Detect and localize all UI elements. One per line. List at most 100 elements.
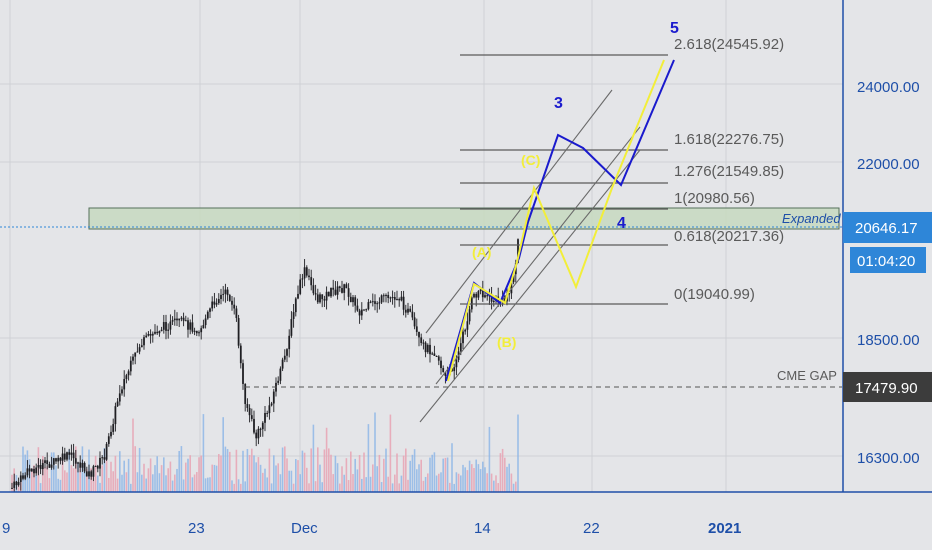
candlesticks (11, 238, 519, 494)
candle-body (187, 320, 189, 330)
candle-body (279, 368, 282, 381)
volume-bar (79, 467, 81, 492)
grid (0, 0, 843, 492)
candle-body (226, 289, 229, 296)
volume-bar (517, 414, 519, 492)
candle-body (341, 288, 343, 293)
candle-body (444, 372, 447, 376)
candle-body (301, 278, 304, 280)
volume-bar (378, 454, 381, 492)
volume-bar (262, 472, 264, 492)
volume-bar (68, 449, 70, 492)
candle-body (37, 465, 40, 468)
candle-body (396, 298, 398, 300)
volume-bar (202, 414, 205, 492)
volume-bar (290, 470, 293, 492)
volume-bar (147, 468, 150, 492)
candle-body (345, 284, 348, 289)
candle-body (149, 333, 152, 336)
volume-bar (237, 479, 240, 492)
candle-body (343, 284, 346, 293)
volume-bar (510, 473, 513, 492)
candle-body (433, 353, 436, 356)
candle-body (455, 359, 458, 368)
volume-bar (240, 483, 242, 492)
fib-label-0618: 0.618(20217.36) (674, 228, 784, 245)
candle-body (327, 291, 330, 297)
candle-body (464, 329, 467, 332)
candle-body (143, 337, 145, 346)
time-axis[interactable]: 9 23 Dec 14 22 2021 (0, 491, 932, 550)
fib-label-2618: 2.618(24545.92) (674, 36, 784, 53)
candle-body (257, 428, 260, 439)
volume-bar (92, 474, 95, 492)
cme-gap-price-tag-bg (843, 372, 932, 402)
trend-channel[interactable] (419, 89, 641, 423)
candle-body (88, 471, 90, 477)
volume-bar (198, 457, 200, 492)
candle-body (121, 389, 123, 394)
volume-bar (191, 477, 194, 492)
volume-bar (46, 466, 48, 492)
volume-bar (75, 446, 77, 492)
volume-bar (345, 458, 348, 492)
candle-body (96, 465, 99, 469)
volume-bar (506, 466, 508, 492)
volume-bar (374, 412, 376, 492)
candle-body (154, 331, 156, 334)
volume-bar (334, 455, 337, 492)
candle-body (250, 415, 253, 419)
candle-body (134, 352, 137, 357)
volume-bar (400, 475, 403, 492)
candle-body (140, 345, 143, 348)
volume-bar (125, 472, 128, 492)
candle-body (338, 286, 341, 289)
volume-bar (328, 448, 330, 492)
volume-bar (266, 477, 268, 492)
elliott-wave-yellow[interactable] (447, 59, 665, 382)
time-tick-22: 22 (583, 520, 600, 537)
candle-body (321, 294, 324, 300)
volume-bar (57, 478, 59, 492)
volume-bar (424, 476, 427, 492)
volume-bar (394, 474, 396, 492)
volume-bar (218, 454, 220, 492)
candle-body (233, 304, 236, 309)
volume-bar (387, 476, 389, 492)
volume-bar (354, 458, 356, 492)
volume-bar (438, 473, 440, 492)
candle-body (138, 347, 141, 352)
price-axis[interactable]: 24000.00 22000.00 18500.00 16300.00 2064… (842, 0, 932, 492)
candle-body (70, 452, 73, 455)
candle-body (68, 452, 71, 455)
volume-bar (257, 457, 260, 492)
candle-body (259, 428, 262, 430)
volume-bar (356, 469, 359, 492)
candle-body (57, 457, 60, 462)
volume-bar (143, 463, 145, 492)
candle-body (237, 318, 240, 346)
resistance-zone[interactable] (88, 207, 840, 230)
volume-bar (132, 418, 134, 492)
volume-bar (130, 483, 132, 492)
candle-body (336, 286, 339, 295)
candle-body (11, 487, 13, 489)
candle-body (112, 424, 115, 432)
volume-bar (110, 461, 112, 492)
volume-bar (145, 478, 147, 492)
volume-bar (451, 443, 453, 492)
candle-body (99, 457, 101, 469)
volume-bar (31, 468, 33, 492)
volume-bar (444, 457, 447, 492)
volume-bar (308, 483, 310, 492)
volume-bar (330, 454, 332, 492)
volume-bar (279, 474, 282, 492)
volume-bar (235, 449, 238, 492)
candle-body (376, 303, 379, 305)
fib-extension[interactable] (460, 54, 668, 305)
volume-bar (358, 454, 361, 492)
candle-body (198, 332, 200, 334)
candle-body (297, 293, 299, 299)
